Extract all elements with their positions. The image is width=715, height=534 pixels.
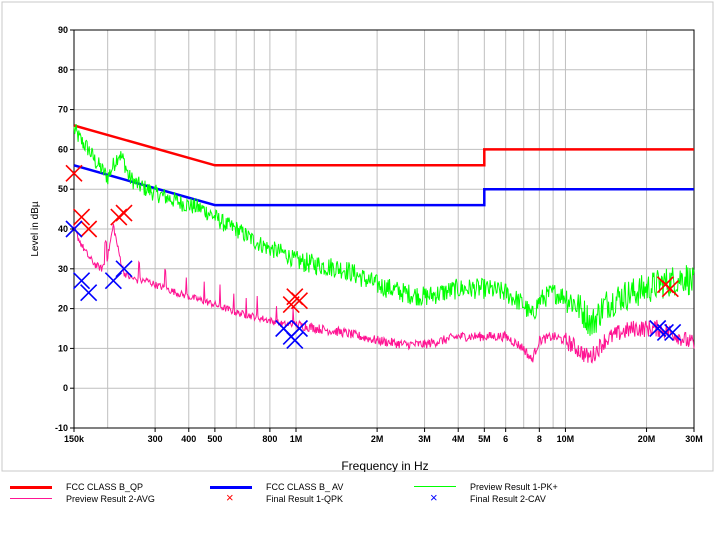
- legend-swatch: [412, 480, 458, 494]
- series-final-result-1-qpk-point: [661, 280, 679, 298]
- series-fcc-class-b-av-line: [73, 164, 694, 207]
- legend-label: Preview Result 1-PK+: [470, 482, 558, 492]
- y-tick-label: -10: [55, 423, 68, 433]
- legend-swatch: ×: [412, 490, 458, 506]
- series-final-result-2-cav-point: [115, 260, 133, 278]
- x-tick-label: 2M: [371, 434, 384, 444]
- legend-swatch: [8, 492, 54, 506]
- y-tick-label: 50: [58, 184, 68, 194]
- series-final-result-1-qpk-point: [290, 292, 309, 310]
- series-final-result-1-qpk-point: [115, 204, 133, 222]
- series-preview-result-1-pk-line: [73, 124, 695, 336]
- series-final-result-1-qpk-point: [110, 208, 128, 226]
- x-tick-label: 4M: [452, 434, 465, 444]
- legend-item-preview-result-2: Preview Result 2-AVG: [8, 492, 155, 506]
- y-axis-label: Level in dBµ: [30, 201, 41, 256]
- legend-item-preview-result-1: Preview Result 1-PK+: [412, 480, 558, 494]
- series-final-result-1-qpk-point: [72, 208, 91, 226]
- x-tick-label: 3M: [418, 434, 431, 444]
- series-final-result-1-qpk-point: [65, 164, 83, 182]
- x-marker-icon: ×: [430, 490, 438, 505]
- series-preview-result-2-avg-line: [73, 223, 695, 364]
- y-tick-label: 80: [58, 65, 68, 75]
- series-final-result-2-cav-point: [286, 331, 304, 350]
- x-tick-label: 800: [262, 434, 277, 444]
- x-tick-label: 500: [207, 434, 222, 444]
- y-tick-label: 40: [58, 224, 68, 234]
- series-final-result-2-cav-point: [72, 272, 91, 290]
- x-tick-label: 8: [537, 434, 542, 444]
- y-tick-label: 0: [63, 383, 68, 393]
- y-tick-label: 20: [58, 304, 68, 314]
- series-fcc-class-b-qp-line: [73, 124, 694, 167]
- legend-swatch: [8, 480, 54, 494]
- y-tick-label: 90: [58, 25, 68, 35]
- legend-item-final-result-1: × Final Result 1-QPK: [208, 490, 344, 506]
- x-axis-label: Frequency in Hz: [341, 459, 428, 472]
- legend: FCC CLASS B_QP FCC CLASS B_ AV Preview R…: [0, 472, 715, 532]
- y-tick-label: 10: [58, 343, 68, 353]
- x-tick-label: 10M: [557, 434, 575, 444]
- series-final-result-2-cav-point: [104, 272, 122, 290]
- legend-label: Final Result 1-QPK: [266, 494, 344, 504]
- x-tick-label: 20M: [638, 434, 656, 444]
- x-tick-label: 300: [148, 434, 163, 444]
- legend-swatch: ×: [208, 490, 254, 506]
- series-final-result-2-cav-point: [80, 284, 98, 302]
- x-marker-icon: ×: [226, 490, 234, 505]
- y-tick-label: 60: [58, 144, 68, 154]
- series-final-result-1-qpk-point: [80, 220, 98, 238]
- chart: -10 0 10 20 30 40 50 60 70 80 90 150k 300 400 500 800 1M…: [1, 1, 714, 472]
- x-tick-label: 150k: [64, 434, 85, 444]
- legend-label: Final Result 2-CAV: [470, 494, 546, 504]
- legend-item-fcc-class-b-qp: FCC CLASS B_QP: [8, 480, 143, 494]
- x-tick-label: 6: [503, 434, 508, 444]
- series-final-result-2-cav-point: [290, 319, 309, 338]
- x-tick-label: 400: [181, 434, 196, 444]
- series-final-result-2-cav-point: [656, 323, 674, 342]
- legend-label: Preview Result 2-AVG: [66, 494, 155, 504]
- y-tick-label: 70: [58, 105, 68, 115]
- y-tick-label: 30: [58, 264, 68, 274]
- legend-item-fcc-class-b-av: FCC CLASS B_ AV: [208, 480, 343, 494]
- legend-label: FCC CLASS B_ AV: [266, 482, 344, 492]
- x-tick-label: 30M: [685, 434, 703, 444]
- x-tick-label: 5M: [478, 434, 491, 444]
- legend-item-final-result-2: × Final Result 2-CAV: [412, 490, 546, 506]
- series-final-result-2-cav-point: [664, 323, 682, 342]
- legend-swatch: [208, 480, 254, 494]
- x-tick-label: 1M: [290, 434, 303, 444]
- legend-label: FCC CLASS B_QP: [66, 482, 144, 492]
- chart-outer-frame: [1, 1, 714, 472]
